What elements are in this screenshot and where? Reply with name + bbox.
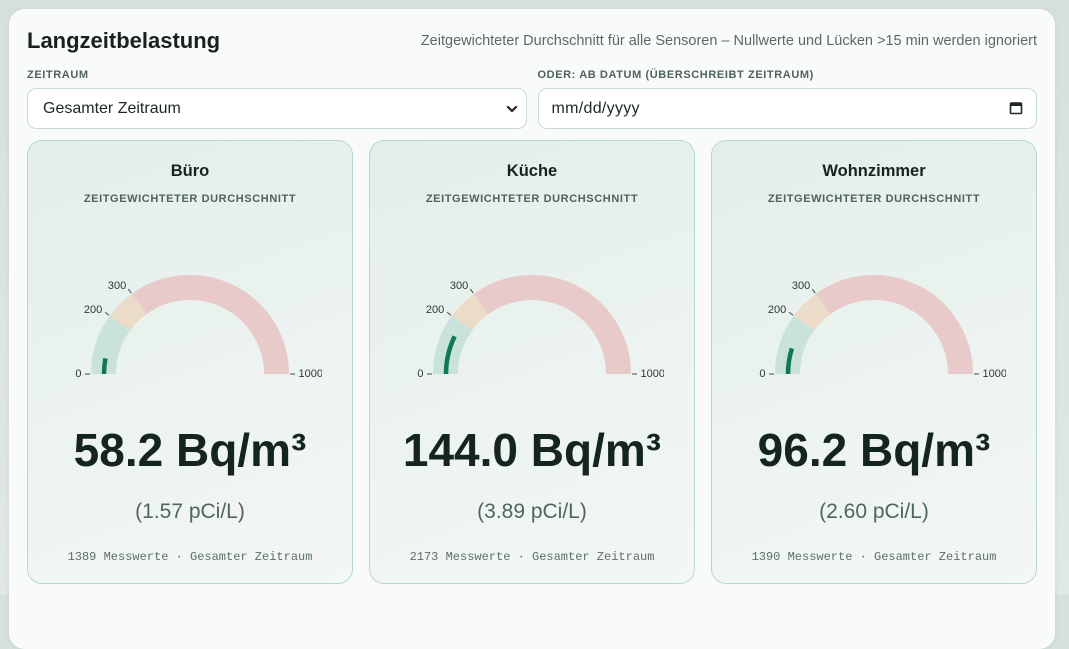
gauge-tick-label: 0 [759, 368, 765, 380]
gauge-tick-label: 1000 [983, 368, 1007, 380]
average-value-bq: 58.2 Bq/m³ [73, 424, 307, 476]
gauge-value-arc [101, 357, 108, 375]
gauge-tick-label: 200 [768, 304, 786, 316]
gauge-segment-high [815, 275, 973, 375]
date-field: ODER: AB DATUM (ÜBERSCHREIBT ZEITRAUM) [537, 69, 1037, 129]
gauge-segment-high [473, 275, 631, 375]
gauge-segment-elevated [793, 293, 831, 331]
long-term-exposure-panel: Langzeitbelastung Zeitgewichteter Durchs… [9, 9, 1055, 649]
average-value-pci: (2.60 pCi/L) [819, 500, 929, 523]
sensor-card-kueche: Küche ZEITGEWICHTETER DURCHSCHNITT 0 200 3… [369, 140, 695, 584]
sensor-cards: Büro ZEITGEWICHTETER DURCHSCHNITT 0 200 30… [27, 140, 1037, 584]
period-select-wrap: Gesamter Zeitraum [27, 88, 527, 129]
gauge-tick-label: 300 [450, 280, 468, 292]
calendar-icon[interactable] [1009, 101, 1023, 115]
gauge-tick-label: 300 [108, 280, 126, 292]
gauge-value-arc [443, 335, 457, 375]
average-value-pci: (1.57 pCi/L) [135, 500, 245, 523]
gauge-tick-mark [469, 288, 474, 294]
radon-gauge: 0 200 300 1000 [759, 275, 1007, 380]
panel-header: Langzeitbelastung Zeitgewichteter Durchs… [27, 27, 1037, 55]
gauge-tick-mark [811, 288, 816, 294]
gauge-value-arc [785, 347, 795, 375]
gauge-tick-label: 1000 [641, 368, 665, 380]
gauge-tick-mark [788, 311, 794, 316]
gauge-tick-label: 0 [417, 368, 423, 380]
date-input-wrap [537, 88, 1037, 129]
sensor-card-buero: Büro ZEITGEWICHTETER DURCHSCHNITT 0 200 30… [27, 140, 353, 584]
gauge-tick-label: 300 [792, 280, 810, 292]
average-value-bq: 144.0 Bq/m³ [402, 424, 662, 476]
period-field: ZEITRAUM Gesamter Zeitraum [27, 69, 527, 129]
average-value-pci: (3.89 pCi/L) [477, 500, 587, 523]
gauge-segment-elevated [109, 293, 147, 331]
radon-gauge: 0 200 300 1000 [75, 275, 323, 380]
gauge-tick-mark [446, 311, 452, 316]
gauge-segment-elevated [451, 293, 489, 331]
radon-gauge: 0 200 300 1000 [417, 275, 665, 380]
period-select[interactable]: Gesamter Zeitraum [27, 88, 527, 129]
gauge-segment-high [131, 275, 289, 375]
average-value-bq: 96.2 Bq/m³ [757, 424, 991, 476]
card-title: Büro [170, 162, 210, 180]
page-subtitle: Zeitgewichteter Durchschnitt für alle Se… [420, 33, 1037, 49]
sensor-card-wohnzimmer: Wohnzimmer ZEITGEWICHTETER DURCHSCHNITT … [711, 140, 1037, 584]
gauge-tick-label: 200 [84, 304, 102, 316]
gauge-tick-label: 0 [75, 368, 81, 380]
gauge-tick-mark [104, 311, 110, 316]
card-subtitle: ZEITGEWICHTETER DURCHSCHNITT [83, 193, 297, 205]
filters: ZEITRAUM Gesamter Zeitraum ODER: AB DATU… [27, 69, 1037, 129]
card-title: Wohnzimmer [822, 162, 926, 180]
gauge-tick-label: 1000 [299, 368, 323, 380]
measurement-count: 2173 Messwerte · Gesamter Zeitraum [409, 550, 655, 564]
start-date-input[interactable] [537, 88, 1037, 129]
gauge-tick-label: 200 [426, 304, 444, 316]
gauge-tick-mark [127, 288, 132, 294]
card-title: Küche [506, 162, 558, 180]
card-subtitle: ZEITGEWICHTETER DURCHSCHNITT [767, 193, 981, 205]
page-title: Langzeitbelastung [27, 28, 221, 53]
measurement-count: 1389 Messwerte · Gesamter Zeitraum [67, 550, 313, 564]
card-subtitle: ZEITGEWICHTETER DURCHSCHNITT [425, 193, 639, 205]
date-label: ODER: AB DATUM (ÜBERSCHREIBT ZEITRAUM) [537, 69, 814, 81]
measurement-count: 1390 Messwerte · Gesamter Zeitraum [751, 550, 997, 564]
period-label: ZEITRAUM [27, 69, 89, 81]
